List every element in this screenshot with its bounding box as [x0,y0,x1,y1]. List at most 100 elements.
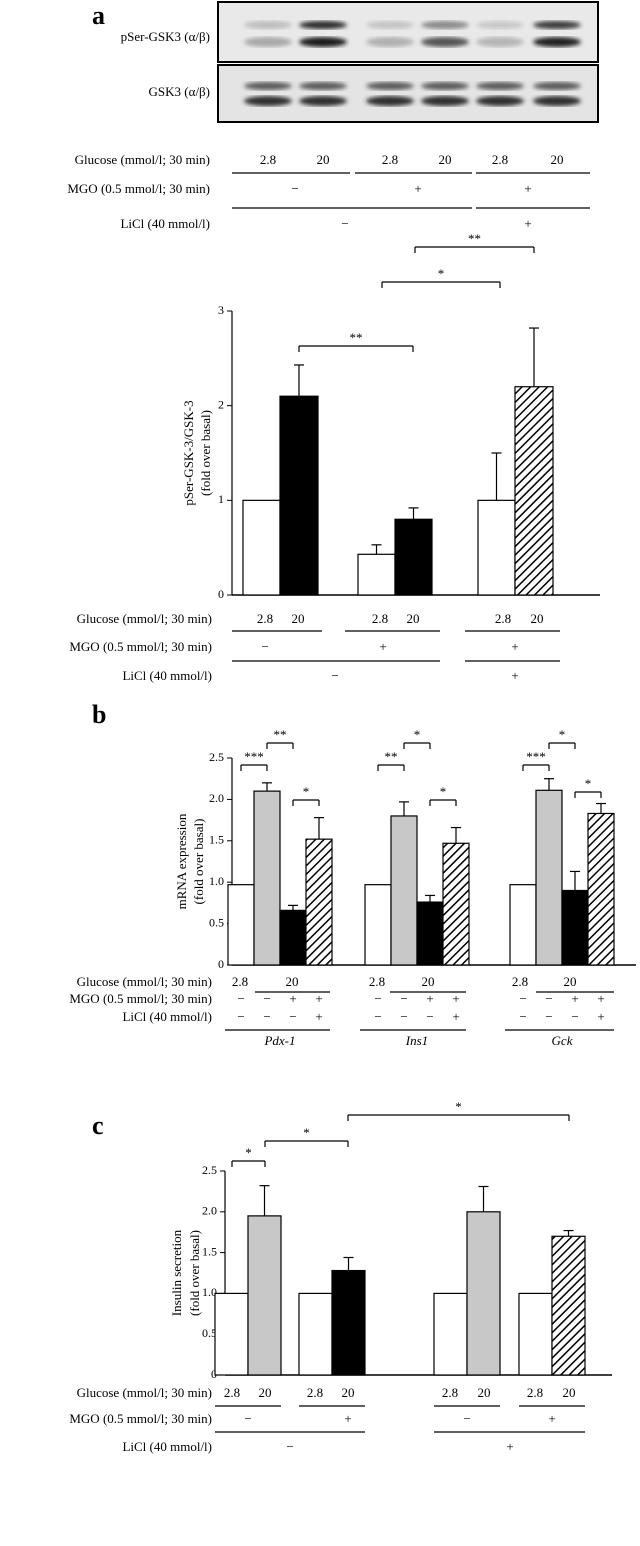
blot-band [421,21,469,29]
blot-band [299,96,347,106]
condition-label: LiCl (40 mmol/l) [122,1439,212,1454]
blot-band [366,21,414,29]
bar [478,500,515,595]
category-label: Pdx-1 [263,1033,295,1048]
condition-label: LiCl (40 mmol/l) [120,216,210,231]
bar [228,885,254,965]
bar [536,790,562,965]
condition-cell: 2.8 [224,1385,240,1400]
condition-label: MGO (0.5 mmol/l; 30 min) [69,1411,212,1426]
condition-cell: − [237,1009,244,1024]
significance-label: ** [468,231,481,246]
blot-band [299,82,347,90]
condition-cell: 20 [259,1385,272,1400]
y-tick-label: 1.0 [209,874,224,888]
condition-cell: + [315,991,322,1006]
panel-letter: c [92,1111,104,1140]
condition-cell: + [548,1411,555,1426]
significance-label: * [455,1099,462,1114]
bar [280,910,306,965]
condition-label: MGO (0.5 mmol/l; 30 min) [67,181,210,196]
blot-row-label: pSer-GSK3 (α/β) [121,29,210,44]
bar [519,1293,552,1375]
bar [443,843,469,965]
blot-band [533,82,581,90]
y-tick-label: 1 [218,492,224,506]
condition-cell: 2.8 [369,974,385,989]
y-tick-label: 0.5 [209,915,224,929]
y-tick-label: 2 [218,397,224,411]
panel-letter: a [92,1,105,30]
condition-label: MGO (0.5 mmol/l; 30 min) [69,639,212,654]
y-tick-label: 0 [218,587,224,601]
condition-cell: + [414,181,421,196]
y-axis-label: Insulin secretion [169,1229,184,1316]
bar [510,885,536,965]
condition-cell: − [374,1009,381,1024]
blot-band [533,37,581,47]
significance-label: * [438,266,445,281]
significance-label: * [559,727,566,742]
condition-cell: − [426,1009,433,1024]
condition-cell: 20 [531,611,544,626]
condition-cell: + [597,1009,604,1024]
condition-cell: 20 [478,1385,491,1400]
condition-label: Glucose (mmol/l; 30 min) [75,152,210,167]
y-axis-label: mRNA expression [174,813,189,909]
bar [358,554,395,595]
blot-box [218,2,598,62]
blot-row-label: GSK3 (α/β) [149,84,210,99]
y-tick-label: 3 [218,303,224,317]
blot-band [476,96,524,106]
significance-label: * [245,1145,252,1160]
condition-cell: + [506,1439,513,1454]
condition-cell: − [545,991,552,1006]
y-tick-label: 1.5 [209,833,224,847]
blot-band [476,21,524,29]
condition-cell: + [511,668,518,683]
condition-cell: + [524,216,531,231]
significance-label: * [303,1125,310,1140]
blot-band [299,21,347,29]
condition-label: MGO (0.5 mmol/l; 30 min) [69,991,212,1006]
condition-cell: − [545,1009,552,1024]
condition-cell: 20 [342,1385,355,1400]
condition-cell: 20 [422,974,435,989]
condition-cell: − [263,1009,270,1024]
blot-band [533,96,581,106]
condition-cell: + [289,991,296,1006]
condition-label: Glucose (mmol/l; 30 min) [77,1385,212,1400]
blot-band [299,37,347,47]
condition-cell: + [379,639,386,654]
bar [395,519,432,595]
blot-band [533,21,581,29]
panel-letter: b [92,700,106,729]
condition-cell: + [597,991,604,1006]
condition-cell: 2.8 [512,974,528,989]
condition-cell: 20 [407,611,420,626]
blot-band [421,37,469,47]
condition-cell: − [237,991,244,1006]
condition-cell: − [263,991,270,1006]
blot-band [421,82,469,90]
significance-label: ** [350,330,363,345]
condition-cell: 2.8 [495,611,511,626]
condition-cell: − [291,181,298,196]
condition-cell: 20 [286,974,299,989]
significance-label: * [585,776,592,791]
bar [332,1271,365,1375]
condition-cell: 2.8 [442,1385,458,1400]
condition-cell: − [261,639,268,654]
condition-cell: − [571,1009,578,1024]
y-axis-label: (fold over basal) [191,819,206,905]
condition-cell: − [400,991,407,1006]
category-label: Ins1 [405,1033,428,1048]
condition-label: LiCl (40 mmol/l) [122,1009,212,1024]
bar [365,885,391,965]
y-tick-label: 2.0 [209,791,224,805]
significance-label: *** [526,749,546,764]
condition-cell: + [571,991,578,1006]
blot-band [244,21,292,29]
condition-cell: 20 [551,152,564,167]
condition-cell: 2.8 [232,974,248,989]
